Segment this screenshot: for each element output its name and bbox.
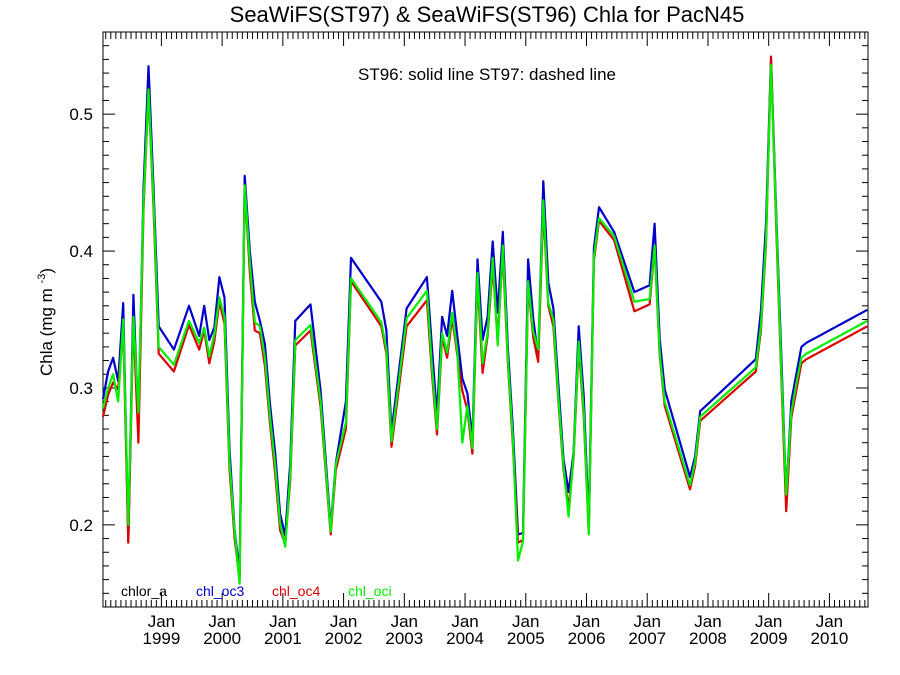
x-tick-month-label: Jan — [694, 612, 721, 631]
y-axis-label-close: ) — [37, 268, 56, 274]
y-tick-label: 0.3 — [69, 379, 93, 398]
legend-entry-chl_oc3: chl_oc3 — [196, 583, 244, 599]
chart-subtitle: ST96: solid line ST97: dashed line — [358, 65, 616, 84]
x-tick-month-label: Jan — [148, 612, 175, 631]
x-tick-year-label: 1999 — [142, 629, 180, 648]
legend-entry-chl_oci: chl_oci — [348, 583, 392, 599]
x-tick-month-label: Jan — [512, 612, 539, 631]
x-tick-year-label: 2007 — [628, 629, 666, 648]
x-tick-year-label: 2002 — [325, 629, 363, 648]
x-tick-month-label: Jan — [269, 612, 296, 631]
x-tick-year-label: 2001 — [264, 629, 302, 648]
x-tick-month-label: Jan — [816, 612, 843, 631]
x-tick-year-label: 2010 — [810, 629, 848, 648]
chart-title: SeaWiFS(ST97) & SeaWiFS(ST96) Chla for P… — [230, 2, 745, 27]
y-tick-label: 0.4 — [69, 242, 93, 261]
x-tick-month-label: Jan — [755, 612, 782, 631]
y-axis-label: Chla (mg m -3) — [36, 268, 56, 376]
x-tick-year-label: 2004 — [446, 629, 484, 648]
legend: chlor_a chl_oc3 chl_oc4 chl_oci — [121, 583, 392, 599]
x-tick-year-label: 2006 — [568, 629, 606, 648]
x-tick-month-label: Jan — [451, 612, 478, 631]
y-axis-label-sup: -3 — [36, 274, 48, 284]
x-tick-year-label: 2005 — [507, 629, 545, 648]
x-tick-month-label: Jan — [391, 612, 418, 631]
y-axis-label-text: Chla (mg m — [37, 283, 56, 376]
x-tick-month-label: Jan — [208, 612, 235, 631]
x-tick-year-label: 2003 — [385, 629, 423, 648]
series-line-chl_oci — [101, 63, 868, 585]
x-axis: Jan1999Jan2000Jan2001Jan2002Jan2003Jan20… — [105, 32, 866, 648]
x-tick-year-label: 2008 — [689, 629, 727, 648]
x-tick-year-label: 2009 — [750, 629, 788, 648]
x-tick-month-label: Jan — [634, 612, 661, 631]
x-tick-year-label: 2000 — [203, 629, 241, 648]
y-tick-label: 0.5 — [69, 105, 93, 124]
x-tick-month-label: Jan — [330, 612, 357, 631]
legend-entry-chl_oc4: chl_oc4 — [272, 583, 320, 599]
y-axis: 0.2 0.3 0.4 0.5 — [69, 45, 868, 594]
series-layer — [101, 55, 868, 585]
x-tick-month-label: Jan — [573, 612, 600, 631]
legend-entry-chlor_a: chlor_a — [121, 583, 167, 599]
y-tick-label: 0.2 — [69, 516, 93, 535]
